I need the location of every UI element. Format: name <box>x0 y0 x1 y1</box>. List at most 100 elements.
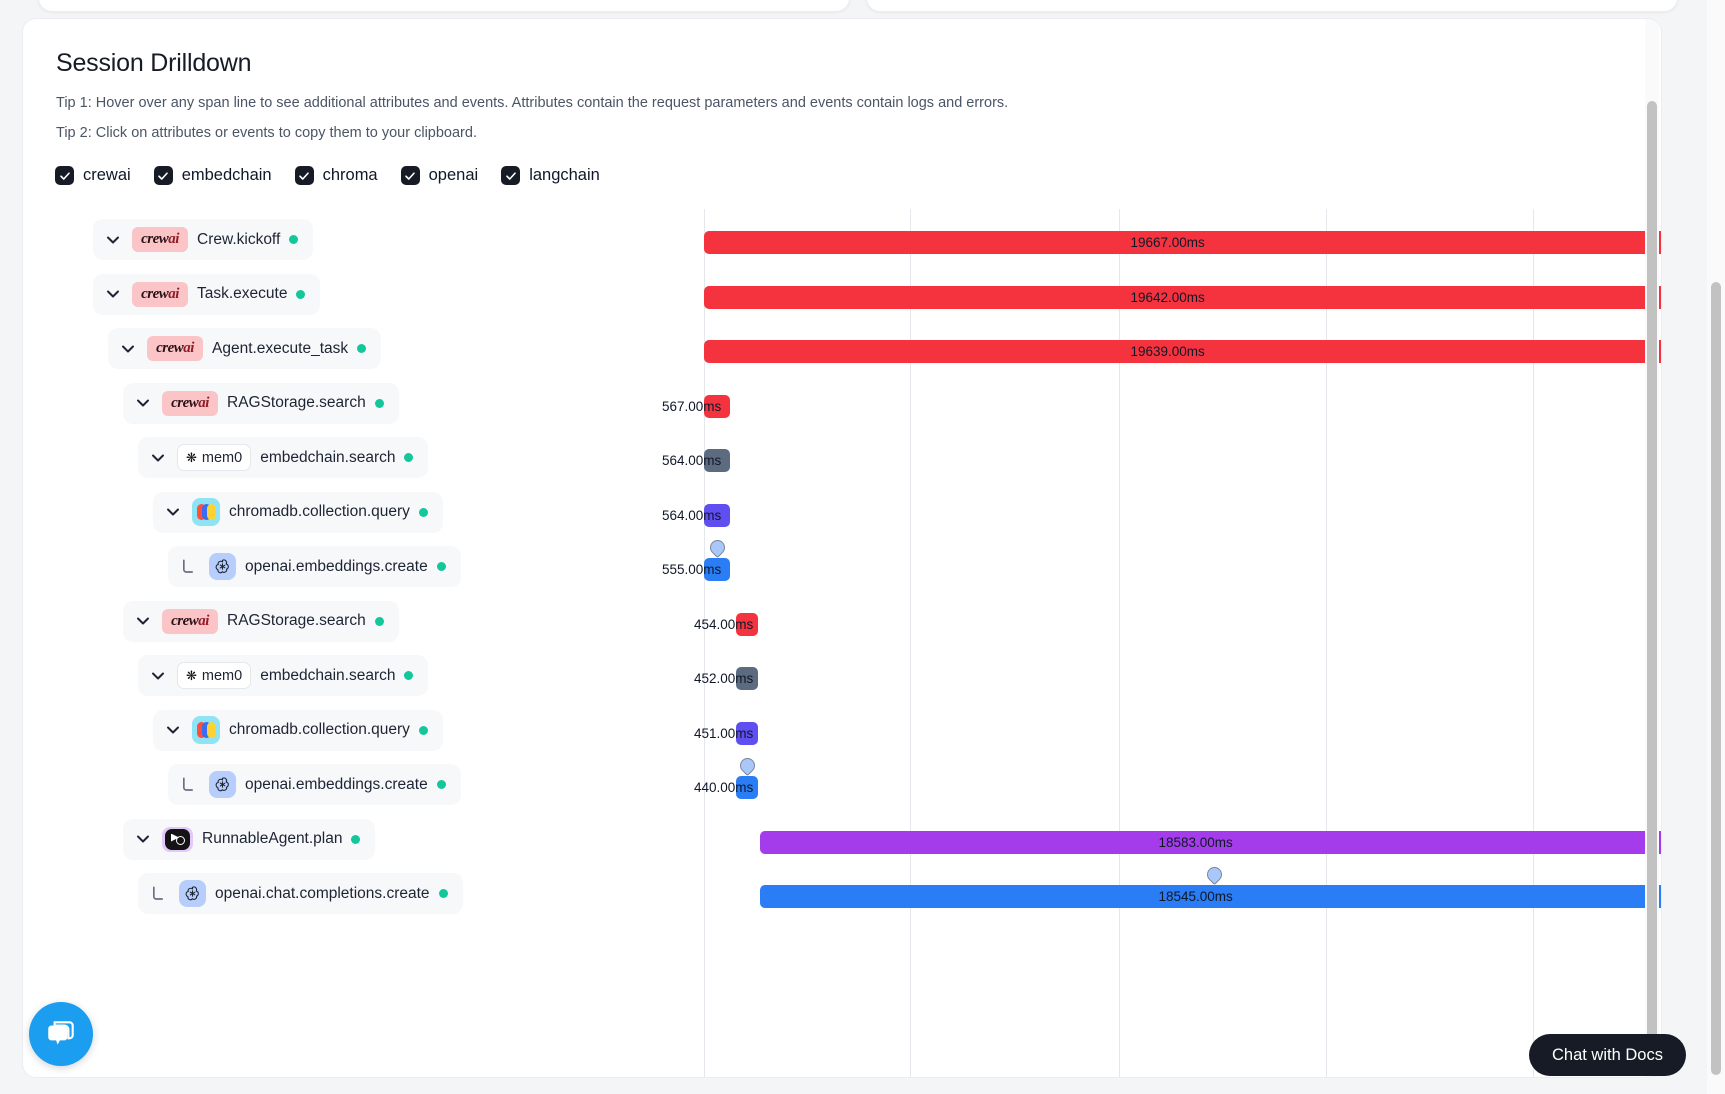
chevron-down-icon[interactable] <box>148 666 168 686</box>
chevron-down-icon[interactable] <box>103 230 123 250</box>
span-row[interactable]: openai.chat.completions.create 18545.00ms <box>23 863 1661 921</box>
top-card-right <box>866 0 1678 12</box>
span-label-pill[interactable]: crew ai RAGStorage.search <box>123 600 399 642</box>
chevron-down-icon[interactable] <box>163 720 183 740</box>
chevron-down-icon[interactable] <box>163 502 183 522</box>
check-icon <box>299 171 309 180</box>
span-duration-bar[interactable] <box>704 449 730 472</box>
span-duration-bar[interactable] <box>704 503 730 527</box>
check-icon <box>59 171 70 180</box>
span-row[interactable]: crew ai RAGStorage.search 567.00ms <box>23 377 1648 431</box>
span-name: RAGStorage.search <box>227 612 366 629</box>
span-event-marker[interactable] <box>1203 863 1226 886</box>
page-scrollbar-thumb[interactable] <box>1711 282 1721 1075</box>
span-event-marker[interactable] <box>736 754 759 777</box>
tip-1: Tip 1: Hover over any span line to see a… <box>56 95 1009 111</box>
span-label-pill[interactable]: crew ai Agent.execute_task <box>108 328 382 369</box>
span-duration-label: 18583.00ms <box>1158 834 1233 850</box>
gridline-1 <box>910 209 911 1077</box>
span-row[interactable]: crew ai Agent.execute_task 19639.00ms <box>23 322 1661 376</box>
gridline-3 <box>1326 209 1327 1077</box>
chevron-down-icon[interactable] <box>148 448 168 468</box>
chat-widget-button[interactable] <box>29 1002 93 1066</box>
span-duration-label: 451.00ms <box>694 725 754 741</box>
gridline-0 <box>704 209 705 1077</box>
check-icon <box>158 171 168 180</box>
badge-openai <box>209 771 236 798</box>
badge-crewai: crew ai <box>132 227 188 252</box>
span-row[interactable]: crew ai RAGStorage.search 454.00ms <box>23 595 1648 649</box>
span-event-marker[interactable] <box>706 536 729 559</box>
legend-item-langchain[interactable]: langchain <box>501 166 600 185</box>
span-duration-bar[interactable] <box>736 721 758 745</box>
span-row[interactable]: ❋ mem0 embedchain.search 564.00ms <box>23 431 1648 485</box>
top-card-left <box>38 0 850 12</box>
legend-item-chroma[interactable]: chroma <box>294 166 378 185</box>
span-label-pill[interactable]: openai.chat.completions.create <box>138 873 463 914</box>
check-icon <box>405 171 415 180</box>
chat-with-docs-button[interactable]: Chat with Docs <box>1529 1034 1686 1076</box>
span-label-pill[interactable]: chromadb.collection.query <box>153 491 443 533</box>
span-name: openai.embeddings.create <box>245 775 428 793</box>
span-row[interactable]: crew ai Crew.kickoff 19667.00ms <box>23 213 1661 267</box>
span-row[interactable]: ❋ mem0 embedchain.search 452.00ms <box>23 649 1648 703</box>
span-label-pill[interactable]: crew ai Task.execute <box>93 273 321 315</box>
span-duration-bar[interactable] <box>736 667 758 690</box>
span-row[interactable]: openai.embeddings.create 555.00ms <box>23 536 1648 594</box>
span-duration-bar[interactable]: 19667.00ms <box>704 231 1661 254</box>
badge-chroma <box>192 498 220 526</box>
status-dot <box>289 235 299 244</box>
span-label-pill[interactable]: crew ai Crew.kickoff <box>93 219 314 260</box>
span-label-pill[interactable]: openai.embeddings.create <box>168 546 461 587</box>
checkbox-chroma[interactable] <box>294 166 314 185</box>
checkbox-openai[interactable] <box>400 166 420 185</box>
status-dot <box>374 616 384 626</box>
span-row[interactable]: chromadb.collection.query 564.00ms <box>23 486 1648 540</box>
span-duration-bar[interactable]: 18583.00ms <box>760 830 1661 854</box>
legend-item-embedchain[interactable]: embedchain <box>153 166 272 185</box>
span-row[interactable]: chromadb.collection.query 451.00ms <box>23 704 1648 758</box>
waterfall-scroll-container[interactable]: crew ai Crew.kickoff 19667.00ms crew ai Task.e… <box>23 187 1661 1077</box>
span-label-pill[interactable]: RunnableAgent.plan <box>123 818 376 860</box>
legend-label: embedchain <box>181 166 272 184</box>
span-duration-label: 19667.00ms <box>1130 235 1205 250</box>
span-duration-bar[interactable] <box>704 394 730 418</box>
span-duration-bar[interactable]: 19639.00ms <box>704 340 1661 363</box>
span-duration-label: 19639.00ms <box>1130 344 1205 359</box>
checkbox-embedchain[interactable] <box>153 166 173 185</box>
span-row[interactable]: openai.embeddings.create 440.00ms <box>23 754 1648 812</box>
legend-item-crewai[interactable]: crewai <box>55 166 131 185</box>
span-duration-bar[interactable] <box>704 558 730 581</box>
status-dot <box>436 780 446 789</box>
chevron-down-icon[interactable] <box>133 393 153 413</box>
span-label-pill[interactable]: openai.embeddings.create <box>168 764 461 805</box>
legend-item-openai[interactable]: openai <box>400 166 478 185</box>
tree-elbow-icon <box>178 557 198 577</box>
chevron-down-icon[interactable] <box>133 829 153 849</box>
span-label-pill[interactable]: crew ai RAGStorage.search <box>123 382 399 424</box>
checkbox-crewai[interactable] <box>55 166 74 185</box>
span-duration-bar[interactable] <box>736 612 758 636</box>
span-label-pill[interactable]: ❋ mem0 embedchain.search <box>138 437 429 478</box>
chevron-down-icon[interactable] <box>103 284 123 304</box>
tree-elbow-icon <box>178 775 198 795</box>
span-name: RunnableAgent.plan <box>202 830 343 847</box>
legend-label: crewai <box>83 166 131 184</box>
legend-label: langchain <box>529 166 600 184</box>
chevron-down-icon[interactable] <box>118 339 138 359</box>
status-dot <box>438 889 448 898</box>
span-label-pill[interactable]: ❋ mem0 embedchain.search <box>138 655 429 696</box>
session-drilldown-card: Session Drilldown Tip 1: Hover over any … <box>22 18 1662 1078</box>
gridline-2 <box>1119 209 1120 1077</box>
span-duration-bar[interactable] <box>736 776 758 799</box>
checkbox-langchain[interactable] <box>501 166 521 185</box>
waterfall-scrollbar-thumb[interactable] <box>1647 101 1657 1075</box>
chevron-down-icon[interactable] <box>133 611 153 631</box>
span-label-pill[interactable]: chromadb.collection.query <box>153 709 443 751</box>
span-duration-bar[interactable]: 19642.00ms <box>704 285 1661 309</box>
span-row[interactable]: crew ai Task.execute 19642.00ms <box>23 268 1661 322</box>
span-row[interactable]: RunnableAgent.plan 18583.00ms <box>23 813 1661 867</box>
badge-mem0: ❋ mem0 <box>177 444 252 471</box>
span-duration-bar[interactable]: 18545.00ms <box>760 885 1661 908</box>
